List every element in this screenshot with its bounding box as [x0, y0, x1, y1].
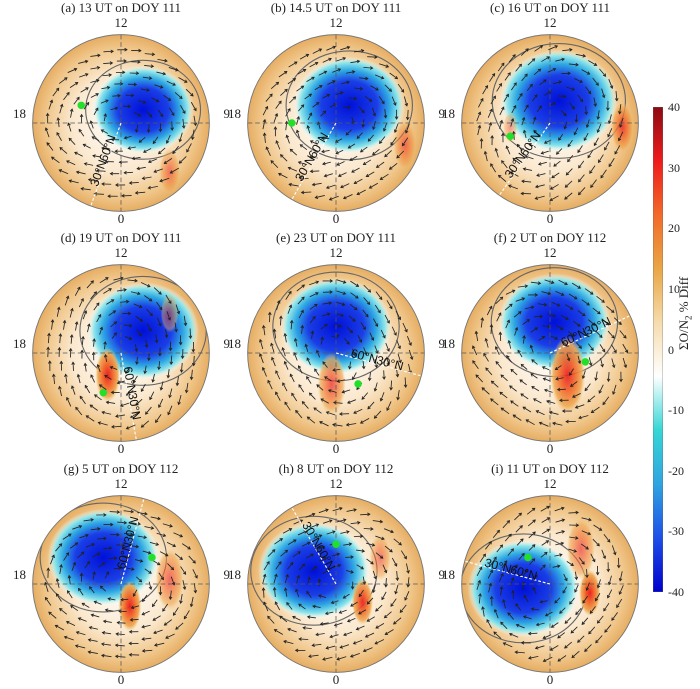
mlt-label-left: 18 — [228, 568, 241, 581]
colorbar-tick-label: 20 — [668, 222, 680, 234]
mlt-label-top: 12 — [441, 16, 659, 29]
polar-plot: 30°N60°N — [242, 259, 430, 447]
panel-title: (c) 16 UT on DOY 111 — [441, 0, 659, 15]
enhancement-region — [567, 518, 595, 580]
colorbar-tick-label: -30 — [668, 525, 684, 537]
station-marker — [354, 380, 362, 388]
colorbar-tick-label: 30 — [668, 162, 680, 174]
polar-plot: 30°N60°N — [242, 490, 430, 678]
panel-title: (g) 5 UT on DOY 112 — [12, 461, 230, 476]
panel-title: (d) 19 UT on DOY 111 — [12, 230, 230, 245]
colorbar-tick-label: -40 — [668, 586, 684, 598]
wind-vector — [360, 514, 370, 515]
station-marker — [582, 358, 590, 366]
enhancement-region — [95, 348, 120, 402]
station-marker — [288, 119, 296, 127]
station-marker — [506, 132, 514, 140]
panel-title: (h) 8 UT on DOY 112 — [227, 461, 445, 476]
colorbar-label: ΣO/N2 % Diff — [676, 277, 694, 350]
polar-plot: 30°N60°N — [456, 29, 644, 217]
mlt-label-left: 18 — [442, 337, 455, 350]
colorbar-label-suffix: % Diff — [676, 277, 691, 316]
colorbar-tick-label: 0 — [668, 344, 674, 356]
mlt-label-left: 18 — [442, 107, 455, 120]
depletion-region — [500, 50, 618, 152]
mlt-label-left: 18 — [13, 568, 26, 581]
mlt-label-top: 12 — [227, 246, 445, 259]
polar-plot: 30°N60°N — [27, 259, 215, 447]
panel-title: (a) 13 UT on DOY 111 — [12, 0, 230, 15]
polar-plot: 30°N60°N — [456, 490, 644, 678]
wind-vector — [103, 51, 113, 52]
station-marker — [148, 554, 156, 562]
panel-title: (i) 11 UT on DOY 112 — [441, 461, 659, 476]
colorbar-tick-label: -10 — [668, 404, 684, 416]
enhancement-region — [159, 148, 180, 195]
enhancement-region — [611, 102, 634, 153]
mlt-label-left: 18 — [13, 337, 26, 350]
mlt-label-top: 12 — [227, 477, 445, 490]
mlt-label-left: 18 — [228, 107, 241, 120]
panel-title: (e) 23 UT on DOY 111 — [227, 230, 445, 245]
wind-vector — [302, 192, 312, 193]
mlt-label-top: 12 — [227, 16, 445, 29]
wind-vector — [263, 588, 264, 598]
panel-title: (b) 14.5 UT on DOY 111 — [227, 0, 445, 15]
mlt-label-top: 12 — [441, 246, 659, 259]
colorbar — [653, 107, 663, 592]
mlt-label-top: 12 — [12, 246, 230, 259]
depletion-region — [293, 57, 405, 154]
mlt-label-left: 18 — [228, 337, 241, 350]
polar-plot: 30°N60°N — [27, 29, 215, 217]
polar-plot: 30°N60°N — [242, 29, 430, 217]
mlt-label-top: 12 — [12, 477, 230, 490]
colorbar-label-subscript: 2 — [684, 316, 694, 321]
mlt-label-top: 12 — [12, 16, 230, 29]
colorbar-tick-label: -20 — [668, 465, 684, 477]
polar-plot: 30°N60°N — [456, 259, 644, 447]
station-marker — [332, 540, 340, 548]
station-marker — [100, 389, 108, 397]
panel-title: (f) 2 UT on DOY 112 — [441, 230, 659, 245]
colorbar-label-prefix: ΣO/N — [676, 320, 691, 350]
enhancement-region — [317, 353, 345, 415]
depletion-region — [47, 509, 159, 606]
station-marker — [524, 554, 532, 562]
mlt-label-top: 12 — [441, 477, 659, 490]
station-marker — [77, 102, 85, 110]
mlt-label-left: 18 — [13, 107, 26, 120]
mlt-label-left: 18 — [442, 568, 455, 581]
colorbar-tick-label: 40 — [668, 101, 680, 113]
polar-plot: 30°N60°N — [27, 490, 215, 678]
